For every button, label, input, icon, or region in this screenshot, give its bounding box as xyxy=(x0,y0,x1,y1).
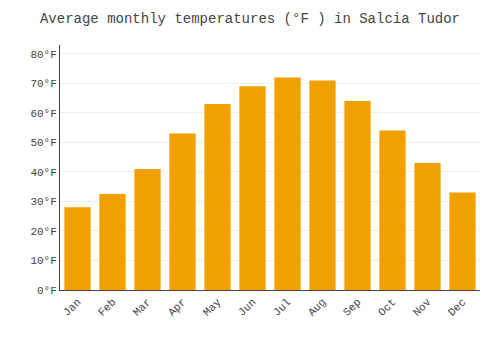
svg-text:0°F: 0°F xyxy=(37,285,57,297)
svg-text:Sep: Sep xyxy=(341,296,363,318)
svg-text:Jul: Jul xyxy=(271,296,293,318)
svg-text:Aug: Aug xyxy=(306,296,328,318)
svg-text:80°F: 80°F xyxy=(30,49,56,61)
svg-text:Average monthly temperatures (: Average monthly temperatures (°F ) in Sa… xyxy=(40,11,460,27)
svg-text:70°F: 70°F xyxy=(30,78,56,90)
svg-text:60°F: 60°F xyxy=(30,108,56,120)
svg-text:30°F: 30°F xyxy=(30,196,56,208)
svg-text:Apr: Apr xyxy=(166,296,188,318)
svg-text:50°F: 50°F xyxy=(30,137,56,149)
svg-text:Jan: Jan xyxy=(61,296,83,318)
svg-text:Dec: Dec xyxy=(446,296,468,318)
svg-text:Oct: Oct xyxy=(376,296,398,318)
svg-text:Jun: Jun xyxy=(236,296,258,318)
svg-text:Nov: Nov xyxy=(411,296,434,319)
svg-text:Feb: Feb xyxy=(96,296,118,318)
svg-text:Mar: Mar xyxy=(131,296,153,318)
svg-text:20°F: 20°F xyxy=(30,226,56,238)
svg-text:10°F: 10°F xyxy=(30,255,56,267)
svg-text:40°F: 40°F xyxy=(30,167,56,179)
svg-text:May: May xyxy=(201,296,224,319)
